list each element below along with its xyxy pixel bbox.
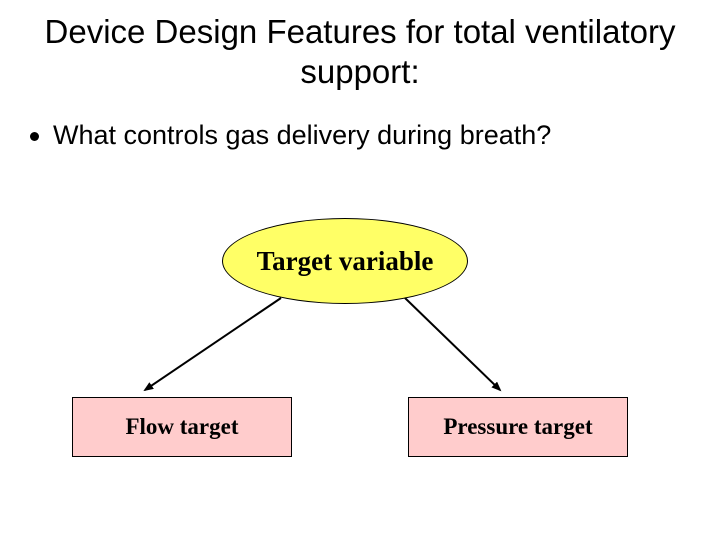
bullet-text: What controls gas delivery during breath… <box>53 120 551 151</box>
left-box: Flow target <box>72 397 292 457</box>
center-node-label: Target variable <box>257 246 434 277</box>
bullet-dot-icon <box>30 132 39 141</box>
arrow-right <box>405 298 500 390</box>
slide: Device Design Features for total ventila… <box>0 0 720 540</box>
left-box-label: Flow target <box>125 414 238 440</box>
right-box: Pressure target <box>408 397 628 457</box>
bullet-item: What controls gas delivery during breath… <box>30 120 690 151</box>
center-node-ellipse: Target variable <box>222 218 468 304</box>
right-box-label: Pressure target <box>443 414 592 440</box>
arrow-left <box>145 298 281 390</box>
slide-title: Device Design Features for total ventila… <box>0 12 720 91</box>
